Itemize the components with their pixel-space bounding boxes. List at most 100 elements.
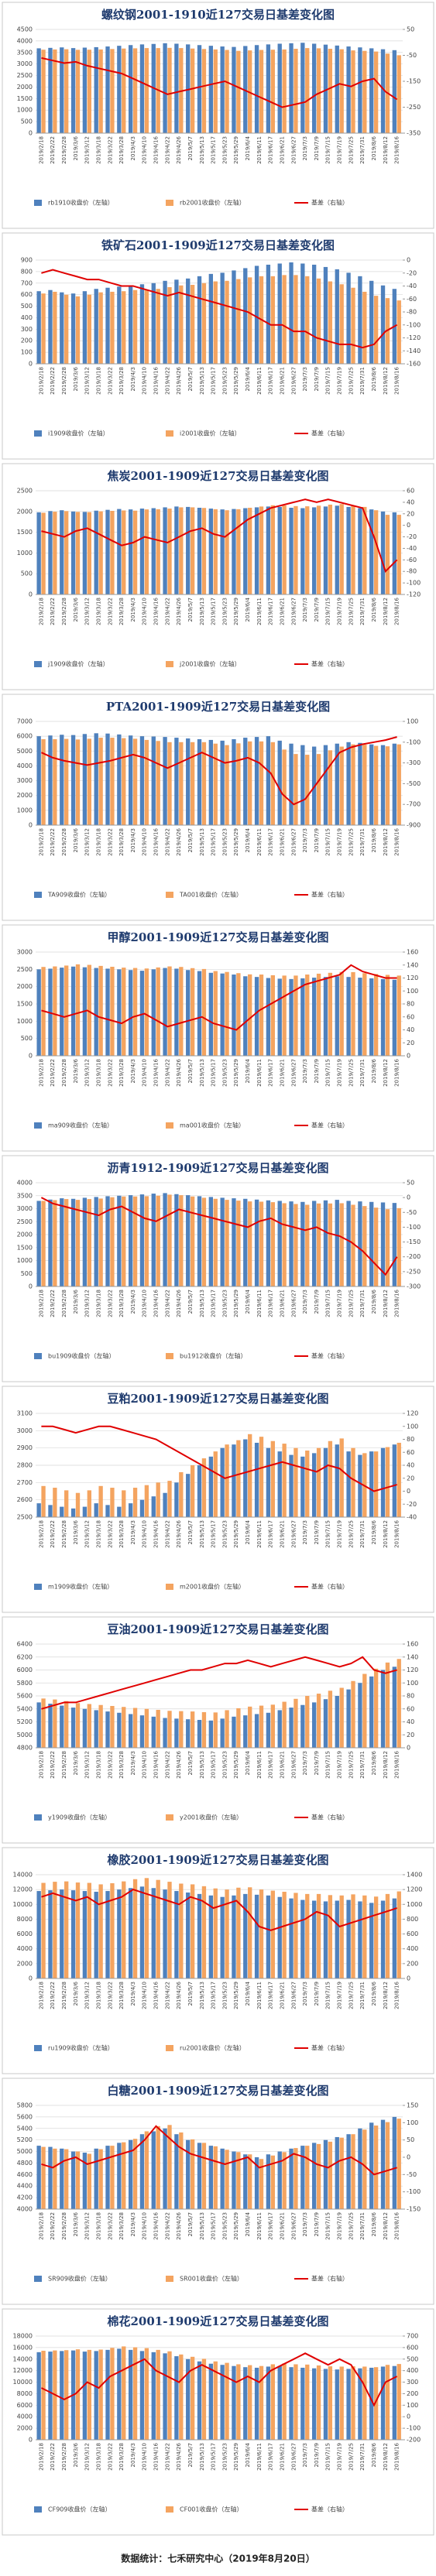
y2-tick-label: 200 bbox=[407, 2390, 418, 2397]
bar bbox=[392, 1898, 397, 1978]
bar bbox=[232, 2151, 236, 2209]
y-tick-label: 3000 bbox=[17, 777, 33, 784]
y2-tick-label: 1000 bbox=[407, 1901, 422, 1908]
x-tick-label: 2019/7/19 bbox=[337, 1290, 343, 1317]
bar bbox=[82, 734, 88, 825]
bar bbox=[277, 1896, 282, 1978]
x-tick-label: 2019/5/29 bbox=[233, 1520, 239, 1548]
legend-item: j2001收盘价（左轴） bbox=[166, 660, 241, 668]
bar bbox=[53, 738, 57, 825]
bar bbox=[282, 275, 287, 364]
y-tick-label: 200 bbox=[21, 337, 33, 344]
bar bbox=[243, 738, 248, 825]
bar bbox=[254, 1199, 259, 1286]
bar bbox=[277, 43, 282, 134]
bar bbox=[167, 1711, 172, 1748]
bar bbox=[254, 737, 259, 825]
legend-item: i2001收盘价（左轴） bbox=[166, 430, 241, 437]
x-tick-label: 2019/2/28 bbox=[61, 1059, 67, 1087]
y-tick-label: 2000 bbox=[17, 2425, 33, 2432]
x-tick-label: 2019/7/15 bbox=[325, 1059, 331, 1087]
x-tick-label: 2019/2/28 bbox=[61, 2443, 67, 2471]
x-tick-label: 2019/2/18 bbox=[38, 598, 44, 625]
bar bbox=[163, 1718, 167, 1748]
bar bbox=[110, 2348, 115, 2440]
bar bbox=[220, 740, 225, 825]
x-tick-label: 2019/3/18 bbox=[95, 1059, 101, 1087]
bar bbox=[60, 292, 64, 364]
bar bbox=[41, 1698, 46, 1748]
x-tick-label: 2019/4/26 bbox=[176, 1981, 182, 2009]
bar bbox=[213, 971, 218, 1056]
legend-item: 基差（右轴） bbox=[294, 199, 348, 207]
bar bbox=[98, 511, 103, 594]
bar bbox=[41, 512, 46, 594]
bar bbox=[110, 1705, 115, 1748]
bar bbox=[316, 505, 321, 594]
bar bbox=[335, 1900, 339, 1978]
y2-tick-label: 600 bbox=[407, 2344, 418, 2351]
bar bbox=[122, 510, 126, 594]
bar bbox=[358, 742, 362, 825]
x-tick-label: 2019/6/17 bbox=[268, 2443, 274, 2471]
bar bbox=[392, 743, 397, 825]
x-tick-label: 2019/3/12 bbox=[84, 2443, 91, 2471]
x-tick-label: 2019/6/17 bbox=[268, 136, 274, 164]
bar bbox=[243, 508, 248, 594]
x-tick-label: 2019/5/17 bbox=[211, 1290, 217, 1317]
x-tick-label: 2019/5/23 bbox=[221, 2443, 228, 2471]
bar bbox=[132, 48, 138, 133]
y-tick-label: 4000 bbox=[17, 2206, 33, 2213]
y-tick-label: 500 bbox=[21, 118, 33, 125]
bar bbox=[351, 287, 355, 364]
bar bbox=[220, 509, 225, 594]
bar bbox=[294, 754, 298, 825]
bar bbox=[87, 1199, 91, 1286]
bar bbox=[75, 1703, 81, 1748]
bar bbox=[323, 1200, 328, 1286]
y2-tick-label: -150 bbox=[407, 2206, 421, 2213]
bar bbox=[156, 2126, 160, 2209]
x-tick-label: 2019/4/22 bbox=[164, 828, 170, 856]
line-series bbox=[41, 964, 397, 1031]
bar bbox=[128, 1195, 133, 1286]
bar bbox=[98, 2349, 103, 2440]
x-tick-label: 2019/7/31 bbox=[359, 828, 366, 856]
bar bbox=[358, 1201, 362, 1286]
bar bbox=[311, 2143, 317, 2209]
y-tick-label: 800 bbox=[21, 268, 33, 275]
legend-item: 基差（右轴） bbox=[294, 660, 348, 668]
y2-tick-label: -100 bbox=[407, 738, 421, 745]
bar bbox=[225, 510, 229, 594]
y-tick-label: 6400 bbox=[17, 1641, 33, 1648]
bar bbox=[94, 733, 98, 825]
bar bbox=[105, 2349, 110, 2440]
bar bbox=[243, 268, 248, 364]
x-tick-label: 2019/5/29 bbox=[233, 1751, 239, 1779]
x-tick-label: 2019/7/15 bbox=[325, 2212, 331, 2240]
y2-tick-label: 0 bbox=[407, 2154, 410, 2161]
x-tick-label: 2019/5/29 bbox=[233, 2212, 239, 2240]
y2-tick-label: 100 bbox=[407, 2119, 418, 2126]
bar bbox=[201, 742, 207, 825]
bar bbox=[270, 975, 275, 1056]
bar bbox=[208, 1895, 214, 1978]
bar bbox=[117, 46, 122, 133]
y2-tick-label: 0 bbox=[407, 257, 410, 264]
bar bbox=[351, 1894, 355, 1978]
bar bbox=[316, 1203, 321, 1286]
bar bbox=[373, 1896, 379, 1978]
bar bbox=[351, 971, 355, 1056]
y-tick-label: 18000 bbox=[13, 2333, 33, 2340]
bar bbox=[232, 46, 236, 133]
x-tick-label: 2019/5/29 bbox=[233, 1290, 239, 1317]
bar bbox=[305, 1204, 310, 1286]
x-tick-label: 2019/7/15 bbox=[325, 1520, 331, 1548]
bar bbox=[358, 2368, 362, 2440]
bar bbox=[117, 509, 122, 594]
legend-swatch bbox=[34, 430, 42, 437]
bar bbox=[323, 266, 328, 364]
bar bbox=[151, 283, 156, 364]
y2-tick-label: -250 bbox=[407, 1268, 421, 1275]
bar bbox=[282, 1444, 287, 1517]
